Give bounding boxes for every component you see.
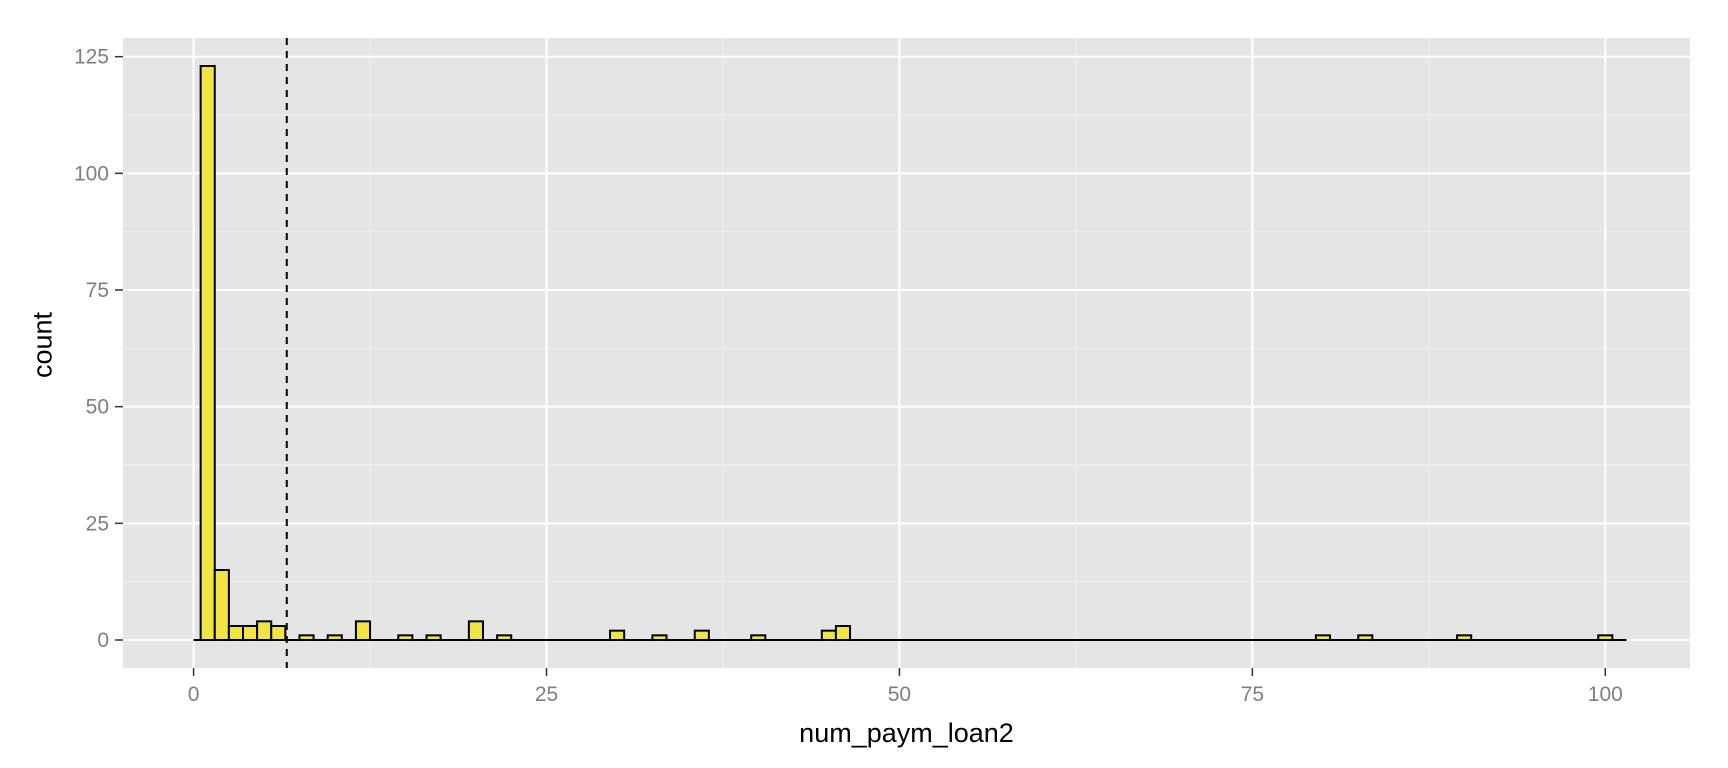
plot-panel [123,38,1690,668]
y-tick-label: 0 [97,629,109,652]
histogram-bar [750,634,767,641]
histogram-bar [227,625,244,641]
histogram-bar [1456,634,1473,641]
y-tick-label: 75 [86,279,109,302]
y-axis-title: count [27,311,57,378]
histogram-bar [425,634,442,641]
histogram-bar [256,620,273,641]
histogram-bar [609,629,626,642]
histogram-bar [467,620,484,641]
histogram-bar [326,634,343,641]
x-tick-label: 0 [188,683,200,706]
major-gridlines [123,38,1690,668]
histogram-bar [354,620,372,641]
histogram-bar [241,625,259,641]
histogram-bar [820,629,837,642]
histogram-bar [1597,634,1614,641]
y-tick-label: 25 [86,512,109,535]
histogram-bars [199,65,1614,642]
x-tick-label: 100 [1588,683,1623,706]
histogram-bar [1314,634,1332,641]
y-axis-ticks: 0 25 50 75 100 125 [74,46,123,652]
y-tick-label: 50 [86,396,109,419]
x-axis-title: num_paym_loan2 [799,718,1014,748]
histogram-bar [834,625,852,641]
minor-gridlines [123,38,1690,668]
histogram-bar [496,634,513,641]
histogram-bar [270,625,287,641]
histogram-bar [693,629,710,642]
histogram-bar [298,634,315,641]
histogram-bar [1357,634,1374,641]
histogram-bar [397,634,414,641]
y-tick-label: 125 [74,46,109,69]
x-tick-label: 50 [888,683,911,706]
histogram-bar [651,634,668,641]
y-tick-label: 100 [74,162,109,185]
histogram-bar [213,569,230,641]
histogram-bar [199,65,216,641]
x-tick-label: 75 [1241,683,1264,706]
x-tick-label: 25 [535,683,558,706]
x-axis-ticks: 0 25 50 75 100 [188,668,1623,706]
